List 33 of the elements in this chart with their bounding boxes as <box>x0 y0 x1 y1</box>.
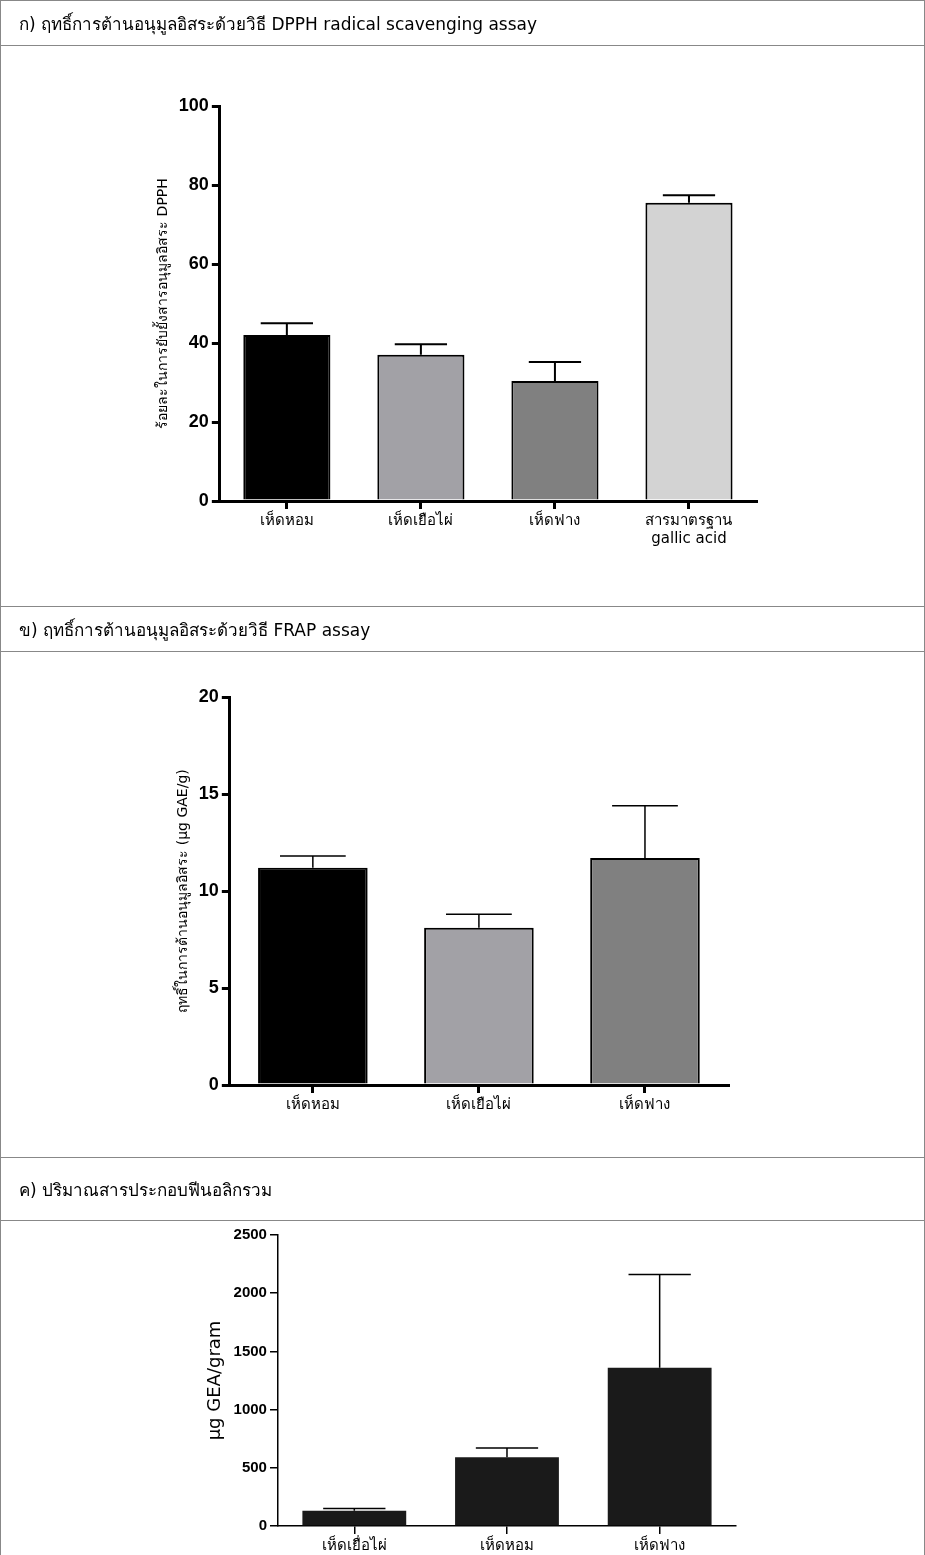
y-tick-label: 0 <box>198 489 209 510</box>
x-tick-label: เห็ดเยือไผ่ <box>388 509 454 529</box>
x-tick-label: เห็ดเยื่อไผ่ <box>321 1533 387 1554</box>
y-tick-label: 10 <box>198 879 219 900</box>
y-tick-label: 2000 <box>233 1283 267 1301</box>
y-axis-title: ร้อยละในการยับยั้งสารอนุมูลอิสระ DPPH <box>152 178 172 429</box>
chart-title: ก) ฤทธิ์การต้านอนุมูลอิสระด้วยวิธี DPPH radical scavenging assay <box>1 0 924 46</box>
x-tick-label: เห็ดฟาง <box>529 509 581 529</box>
x-tick-label: เห็ดหอม <box>479 1534 534 1554</box>
y-tick-label: 0 <box>208 1073 219 1094</box>
y-axis-title: µg GEA/gram <box>203 1320 225 1441</box>
y-tick-label: 2500 <box>233 1225 267 1243</box>
x-tick-label: เห็ดหอม <box>285 1093 340 1113</box>
y-tick-label: 500 <box>241 1457 267 1475</box>
y-tick-label: 20 <box>188 410 209 431</box>
y-axis-title: ฤทธิ์ในการต้านอนุมูลอิสระ (µg GAE/g) <box>172 769 192 1013</box>
x-tick-label: เห็ดฟาง <box>619 1093 671 1113</box>
y-tick-label: 5 <box>208 976 219 997</box>
y-tick-label: 20 <box>198 685 219 706</box>
y-tick-label: 15 <box>198 782 219 803</box>
y-tick-label: 1000 <box>233 1399 267 1417</box>
chart-title: ค) ปริมาณสารประกอบฟีนอลิกรวม <box>1 1157 924 1221</box>
y-tick-label: 100 <box>178 94 209 115</box>
y-tick-label: 0 <box>258 1516 267 1534</box>
x-tick-label: สารมาตรฐาน gallic acid <box>645 510 733 547</box>
y-tick-label: 40 <box>188 331 209 352</box>
x-tick-label: เห็ดเยือไผ่ <box>446 1093 512 1113</box>
x-tick-label: เห็ดหอม <box>259 509 314 529</box>
y-tick-label: 80 <box>188 173 209 194</box>
y-tick-label: 1500 <box>233 1341 267 1359</box>
chart-title: ข) ฤทธิ์การต้านอนุมูลอิสระด้วยวิธี FRAP assay <box>1 606 924 652</box>
y-tick-label: 60 <box>188 252 209 273</box>
x-tick-label: เห็ดฟาง <box>634 1534 686 1554</box>
